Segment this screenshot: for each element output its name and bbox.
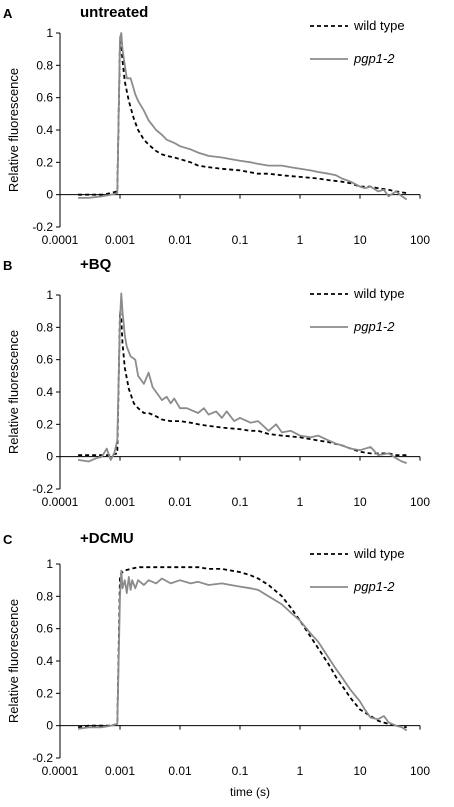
- legend-label: pgp1-2: [353, 579, 395, 594]
- x-tick-label: 0.0001: [42, 233, 79, 247]
- y-axis-label: Relative fluorescence: [6, 599, 21, 723]
- y-tick-label: 0.8: [36, 589, 53, 603]
- y-tick-label: 0.6: [36, 353, 53, 367]
- panel-title: untreated: [80, 4, 148, 21]
- legend-label: wild type: [353, 18, 405, 33]
- panel-letter: B: [3, 258, 12, 273]
- x-tick-label: 100: [410, 495, 430, 509]
- y-tick-label: -0.2: [32, 751, 53, 765]
- y-tick-label: 0.4: [36, 654, 53, 668]
- y-tick-label: 1: [46, 26, 53, 40]
- x-tick-label: 0.1: [232, 764, 249, 778]
- y-tick-label: 0: [46, 719, 53, 733]
- x-tick-label: 100: [410, 233, 430, 247]
- y-tick-label: 0.8: [36, 320, 53, 334]
- y-axis-label: Relative fluorescence: [6, 330, 21, 454]
- y-tick-label: 0.2: [36, 686, 53, 700]
- y-tick-label: 0.2: [36, 417, 53, 431]
- y-tick-label: 0.6: [36, 622, 53, 636]
- x-tick-label: 0.0001: [42, 764, 79, 778]
- legend-label: pgp1-2: [353, 319, 395, 334]
- panel-letter: A: [3, 6, 13, 21]
- panel-title: +BQ: [80, 256, 112, 273]
- legend-label: wild type: [353, 546, 405, 561]
- x-tick-label: 0.001: [105, 233, 135, 247]
- series-line-pgp1-2: [77, 292, 407, 464]
- legend: wild type pgp1-2: [310, 18, 405, 66]
- legend: wild type pgp1-2: [310, 286, 405, 334]
- y-tick-label: 0.4: [36, 123, 53, 137]
- series-line-pgp1-2: [77, 569, 408, 732]
- x-tick-label: 0.01: [168, 764, 192, 778]
- legend: wild type pgp1-2: [310, 546, 405, 594]
- x-tick-label: 1: [297, 233, 304, 247]
- x-tick-label: 0.0001: [42, 495, 79, 509]
- x-tick-label: 0.01: [168, 495, 192, 509]
- x-tick-label: 1: [297, 495, 304, 509]
- y-tick-label: 0.6: [36, 91, 53, 105]
- x-tick-label: 0.01: [168, 233, 192, 247]
- x-tick-label: 10: [353, 764, 367, 778]
- panel-letter: C: [3, 532, 13, 547]
- y-tick-label: 0.8: [36, 58, 53, 72]
- x-tick-label: 1: [297, 764, 304, 778]
- legend-label: wild type: [353, 286, 405, 301]
- y-tick-label: 0: [46, 188, 53, 202]
- chart-panel-b: B +BQ -0.2 0 0.2 0.4 0.6 0.8 1 0.0001 0.001 0.01 0.1…: [3, 256, 430, 509]
- y-tick-label: 0.2: [36, 155, 53, 169]
- y-tick-label: -0.2: [32, 220, 53, 234]
- panel-title: +DCMU: [80, 530, 134, 547]
- x-tick-label: 0.001: [105, 764, 135, 778]
- x-tick-label: 0.001: [105, 495, 135, 509]
- x-tick-label: 10: [353, 495, 367, 509]
- x-tick-label: 0.1: [232, 495, 249, 509]
- y-tick-label: 0: [46, 450, 53, 464]
- x-tick-label: 100: [410, 764, 430, 778]
- legend-label: pgp1-2: [353, 51, 395, 66]
- chart-panel-c: C +DCMU -0.2 0 0.2 0.4 0.6 0.8 1 0.0001 0.001 0.01 0…: [3, 530, 430, 799]
- x-axis-label: time (s): [230, 785, 270, 799]
- series-line-wild-type: [78, 40, 407, 196]
- y-axis-label: Relative fluorescence: [6, 68, 21, 192]
- x-tick-label: 0.1: [232, 233, 249, 247]
- y-tick-label: -0.2: [32, 482, 53, 496]
- x-tick-label: 10: [353, 233, 367, 247]
- series-line-pgp1-2: [78, 32, 408, 201]
- y-tick-label: 1: [46, 557, 53, 571]
- y-tick-label: 1: [46, 288, 53, 302]
- y-tick-label: 0.4: [36, 385, 53, 399]
